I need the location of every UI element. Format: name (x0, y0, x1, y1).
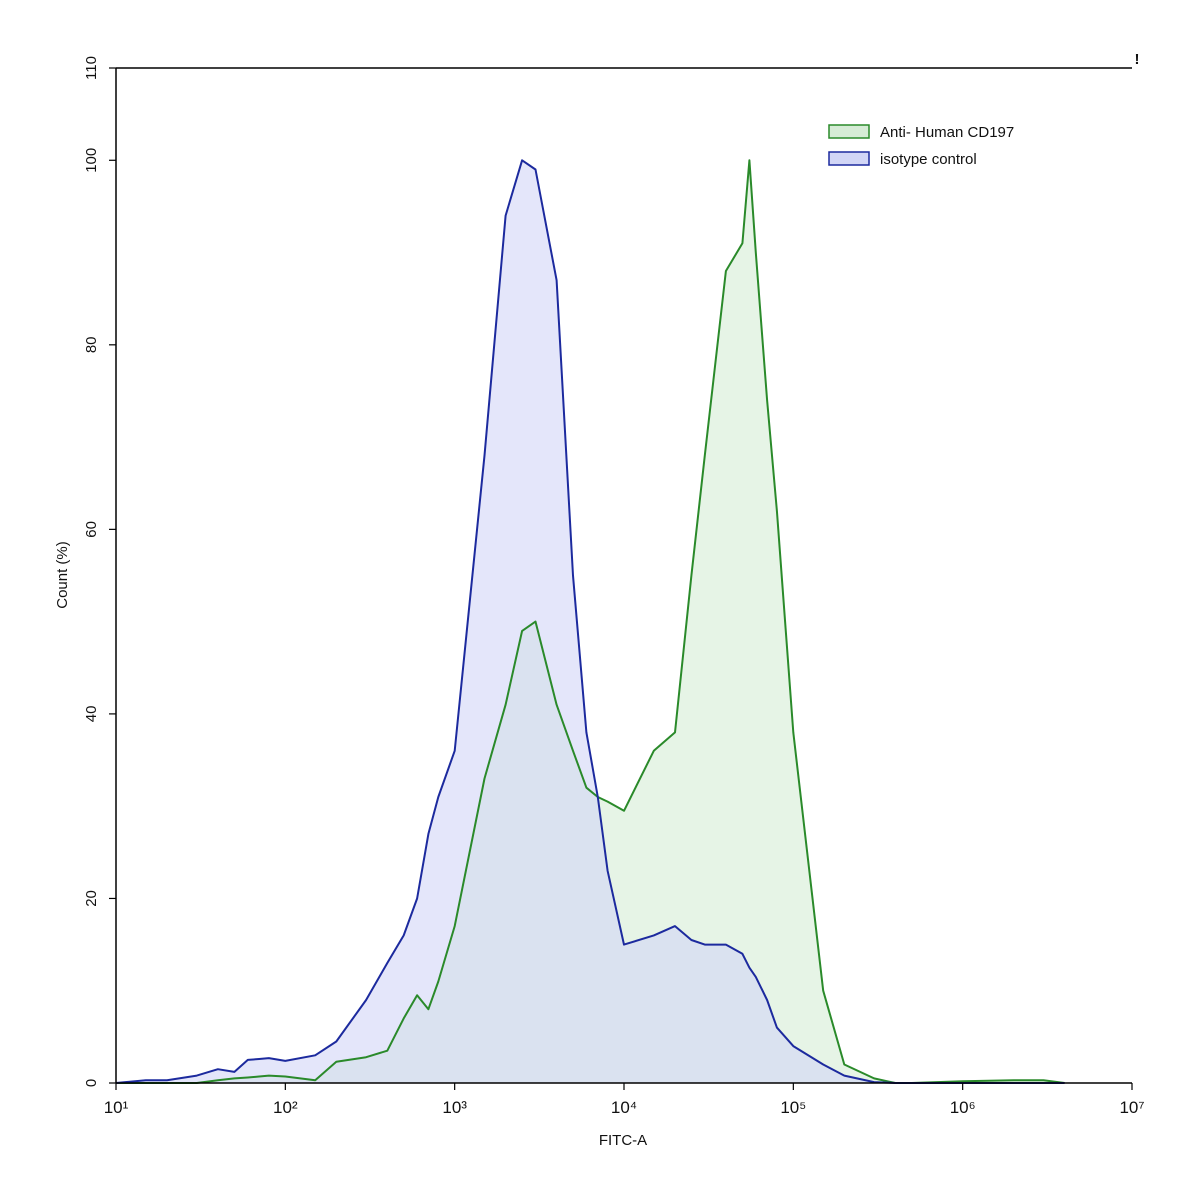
x-tick-label: 10⁴ (611, 1098, 637, 1117)
legend-swatch (828, 124, 870, 139)
x-tick-label: 10³ (442, 1098, 467, 1117)
y-axis-label: Count (%) (54, 541, 71, 609)
annotation: ! (1135, 51, 1140, 68)
area-fill (116, 160, 1065, 1084)
y-tick-label: 110 (83, 56, 100, 80)
series-line (116, 159, 1065, 1084)
x-tick-label: 10⁶ (950, 1098, 976, 1117)
y-tick-label: 0 (83, 1079, 100, 1087)
y-tick-label: 60 (83, 521, 100, 538)
legend-label: Anti- Human CD197 (880, 124, 1014, 141)
x-tick-label: 10⁵ (780, 1098, 806, 1117)
x-tick-label: 10² (273, 1098, 298, 1117)
x-tick-label: 10⁷ (1119, 1098, 1144, 1117)
series-line (115, 159, 1065, 1084)
legend-swatch (828, 151, 870, 166)
legend-label: isotype control (880, 151, 977, 168)
x-axis-label: FITC-A (599, 1132, 647, 1149)
y-tick-label: 80 (83, 336, 100, 353)
x-tick-label: 10¹ (104, 1098, 129, 1117)
y-tick-label: 100 (83, 148, 100, 173)
y-tick-label: 20 (83, 890, 100, 907)
y-tick-label: 40 (83, 706, 100, 723)
